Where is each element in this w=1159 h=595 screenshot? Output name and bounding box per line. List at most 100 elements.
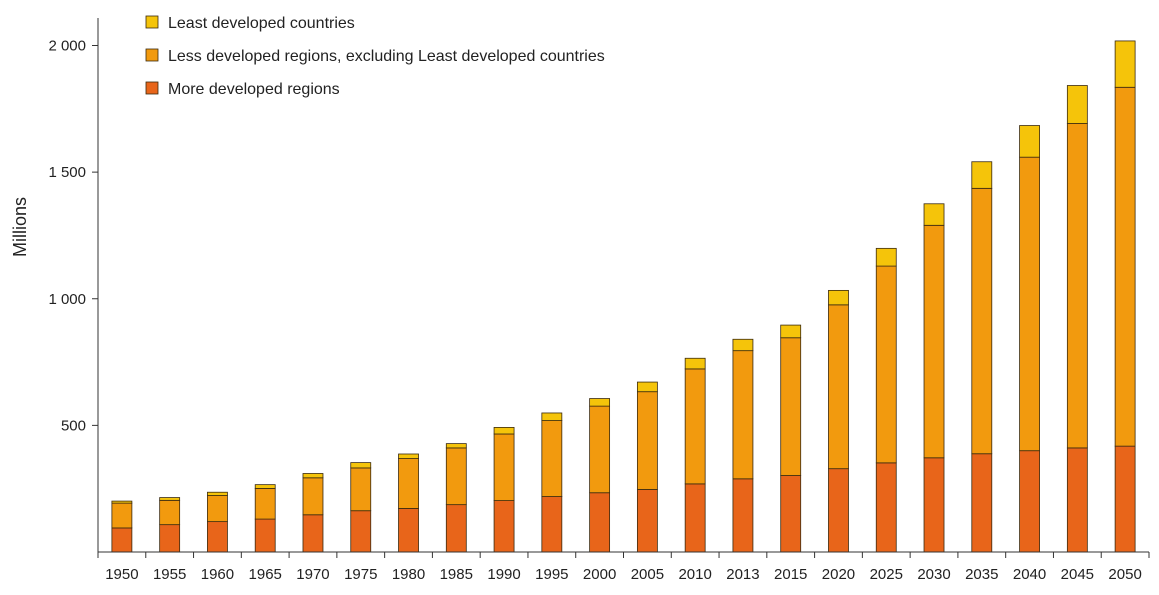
bar-segment-least-developed-countries-1990 [493, 427, 515, 435]
bar-segment-more-developed-regions-2025 [875, 462, 897, 553]
bar-segment-less-developed-regions-excluding-least-developed-countries-2045 [1066, 123, 1088, 449]
y-tick-label: 2 000 [48, 38, 86, 55]
bar-segment-more-developed-regions-1955 [159, 524, 181, 553]
bar-segment-more-developed-regions-1965 [254, 518, 276, 553]
bar-segment-least-developed-countries-2000 [589, 398, 611, 407]
legend-label: More developed regions [168, 81, 340, 98]
bar-segment-more-developed-regions-1985 [445, 504, 467, 553]
bar-segment-more-developed-regions-1990 [493, 500, 515, 553]
bar-segment-least-developed-countries-2040 [1019, 125, 1040, 158]
bar-segment-less-developed-regions-excluding-least-developed-countries-2010 [684, 368, 706, 485]
legend-swatch [145, 48, 159, 62]
bar-segment-less-developed-regions-excluding-least-developed-countries-2005 [636, 391, 658, 490]
bar-segment-more-developed-regions-1970 [302, 514, 324, 553]
bar-segment-least-developed-countries-2025 [875, 247, 897, 267]
y-ticks: 500 1 000 1 500 2 000 [48, 38, 98, 434]
y-tick-label: 1 000 [48, 291, 86, 308]
x-tick-label: 2020 [822, 566, 855, 583]
x-tick-label: 2010 [678, 566, 711, 583]
bar-segment-more-developed-regions-1950 [111, 527, 133, 553]
bar-segment-least-developed-countries-2035 [971, 161, 993, 189]
y-axis-title: Millions [10, 197, 30, 257]
bar-segment-less-developed-regions-excluding-least-developed-countries-2040 [1019, 156, 1040, 452]
x-tick-label: 2013 [726, 566, 759, 583]
x-tick-label: 1975 [344, 566, 377, 583]
bar-segment-less-developed-regions-excluding-least-developed-countries-1980 [398, 458, 419, 509]
bar-segment-more-developed-regions-2015 [780, 475, 802, 553]
x-tick-label: 1990 [487, 566, 520, 583]
x-tick-label: 1965 [249, 566, 282, 583]
bar-segment-less-developed-regions-excluding-least-developed-countries-1985 [445, 447, 467, 506]
x-tick-label: 1970 [296, 566, 329, 583]
x-tick-label: 1985 [440, 566, 473, 583]
x-ticks: 1950 1955 1960 1965 1970 1975 1980 1985 1990 1995… [97, 552, 1150, 583]
bar-segment-least-developed-countries-1960 [207, 491, 228, 496]
bar-segment-less-developed-regions-excluding-least-developed-countries-1955 [159, 499, 181, 526]
x-tick-label: 1980 [392, 566, 425, 583]
y-tick-label: 1 500 [48, 164, 86, 181]
bar-segment-more-developed-regions-1975 [350, 510, 372, 553]
x-tick-label: 1960 [201, 566, 234, 583]
bar-segment-more-developed-regions-2050 [1114, 445, 1136, 553]
bar-segment-less-developed-regions-excluding-least-developed-countries-1975 [350, 467, 372, 512]
bar-segment-more-developed-regions-2000 [589, 492, 611, 553]
bar-segment-least-developed-countries-1980 [398, 453, 419, 459]
bar-segment-least-developed-countries-1975 [350, 462, 372, 469]
legend-label: Least developed countries [168, 15, 355, 32]
bar-segment-more-developed-regions-2005 [636, 489, 658, 553]
x-tick-label: 2045 [1061, 566, 1094, 583]
bar-segment-least-developed-countries-2013 [732, 338, 754, 352]
bar-segment-less-developed-regions-excluding-least-developed-countries-1965 [254, 488, 276, 520]
x-tick-label: 2040 [1013, 566, 1046, 583]
bar-segment-least-developed-countries-2020 [828, 289, 849, 306]
bar-segment-less-developed-regions-excluding-least-developed-countries-1990 [493, 433, 515, 501]
legend-swatch [145, 15, 159, 29]
bar-segment-least-developed-countries-2050 [1114, 40, 1136, 88]
bar-segment-more-developed-regions-2030 [923, 457, 945, 553]
y-tick-label: 500 [61, 417, 86, 434]
x-tick-label: 1955 [153, 566, 186, 583]
bar-segment-more-developed-regions-1980 [398, 508, 419, 553]
x-tick-label: 1950 [105, 566, 138, 583]
bar-segment-less-developed-regions-excluding-least-developed-countries-2030 [923, 224, 945, 459]
bar-segment-less-developed-regions-excluding-least-developed-countries-2020 [828, 304, 849, 470]
bar-segment-less-developed-regions-excluding-least-developed-countries-2035 [971, 187, 993, 455]
x-tick-label: 2050 [1108, 566, 1141, 583]
bar-segment-least-developed-countries-2010 [684, 357, 706, 370]
x-tick-label: 2005 [631, 566, 664, 583]
x-tick-label: 2035 [965, 566, 998, 583]
x-tick-label: 2015 [774, 566, 807, 583]
bar-segment-more-developed-regions-2013 [732, 478, 754, 553]
bar-segment-more-developed-regions-1995 [541, 496, 563, 553]
bar-segment-least-developed-countries-1950 [111, 500, 133, 504]
x-tick-label: 2030 [917, 566, 950, 583]
x-tick-label: 1995 [535, 566, 568, 583]
bar-segment-least-developed-countries-2045 [1066, 85, 1088, 124]
bar-segment-more-developed-regions-1960 [207, 521, 228, 553]
bar-segment-more-developed-regions-2010 [684, 483, 706, 553]
bar-segment-more-developed-regions-2035 [971, 453, 993, 553]
bar-segment-less-developed-regions-excluding-least-developed-countries-1970 [302, 477, 324, 516]
x-tick-label: 2000 [583, 566, 616, 583]
bar-segment-less-developed-regions-excluding-least-developed-countries-2013 [732, 350, 754, 480]
bar-segment-less-developed-regions-excluding-least-developed-countries-2050 [1114, 86, 1136, 447]
bar-segment-least-developed-countries-1970 [302, 473, 324, 479]
x-tick-label: 2025 [870, 566, 903, 583]
bar-segment-least-developed-countries-1955 [159, 497, 181, 501]
bar-segment-less-developed-regions-excluding-least-developed-countries-1960 [207, 495, 228, 523]
bar-segment-least-developed-countries-2030 [923, 203, 945, 226]
legend-swatch [145, 81, 159, 95]
bar-segment-more-developed-regions-2040 [1019, 450, 1040, 553]
bar-segment-more-developed-regions-2045 [1066, 447, 1088, 553]
bar-segment-least-developed-countries-1985 [445, 443, 467, 449]
bar-segment-less-developed-regions-excluding-least-developed-countries-2015 [780, 337, 802, 476]
bar-segment-less-developed-regions-excluding-least-developed-countries-2025 [875, 265, 897, 464]
legend: Least developed countries Less developed … [145, 15, 605, 98]
bar-segment-least-developed-countries-1995 [541, 412, 563, 421]
bar-segment-least-developed-countries-2015 [780, 324, 802, 339]
bars [111, 40, 1136, 553]
bar-segment-less-developed-regions-excluding-least-developed-countries-2000 [589, 405, 611, 494]
bar-segment-less-developed-regions-excluding-least-developed-countries-1995 [541, 420, 563, 497]
legend-label: Less developed regions, excluding Least … [168, 48, 605, 65]
